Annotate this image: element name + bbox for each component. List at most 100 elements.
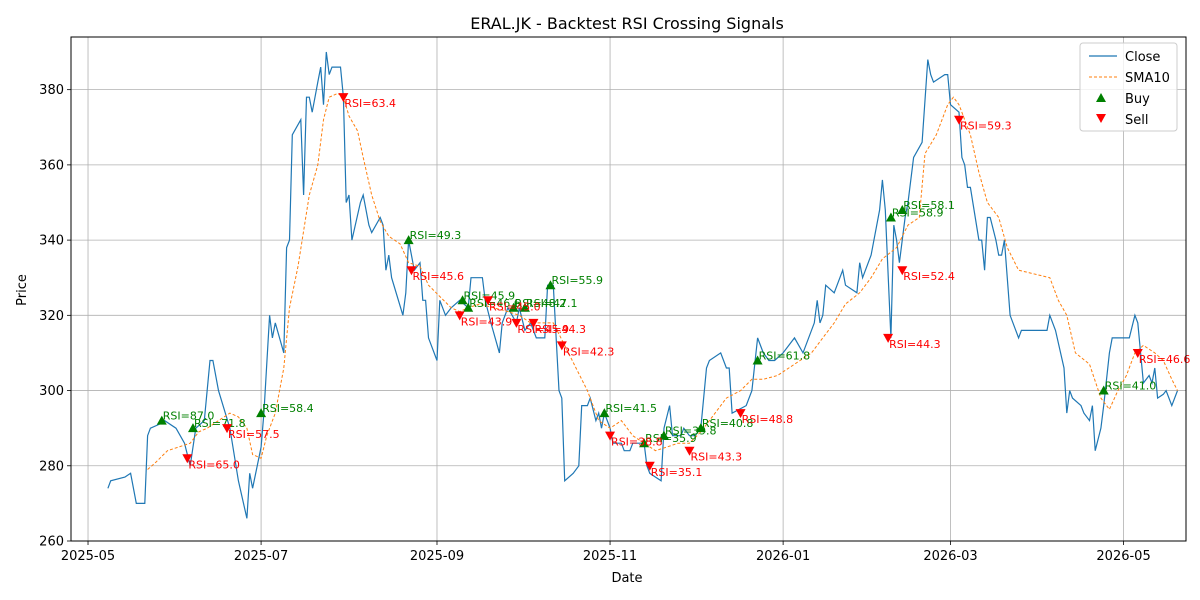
sell-rsi-label: RSI=46.6 [1139, 353, 1191, 366]
sell-rsi-label: RSI=43.3 [690, 451, 742, 464]
sell-rsi-label: RSI=63.4 [344, 97, 396, 110]
sell-rsi-label: RSI=38.8 [611, 436, 663, 449]
buy-marker [599, 408, 610, 418]
legend-close-label: Close [1125, 50, 1160, 65]
buy-marker [508, 302, 519, 312]
sell-rsi-label: RSI=52.4 [903, 270, 955, 283]
sell-rsi-label: RSI=45.9 [517, 323, 569, 336]
buy-rsi-label: RSI=48.2 [515, 297, 567, 310]
legend-buy-label: Buy [1125, 92, 1150, 107]
sell-marker [954, 115, 965, 125]
buy-rsi-label: RSI=71.8 [194, 417, 246, 430]
close-price-line [107, 51, 1179, 519]
buy-marker [463, 302, 474, 312]
buy-marker [752, 355, 763, 365]
sell-rsi-label: RSI=44.3 [534, 323, 586, 336]
x-tick-label: 2026-05 [1096, 549, 1150, 564]
buy-marker [156, 415, 167, 425]
x-tick-label: 2026-03 [923, 549, 977, 564]
buy-rsi-label: RSI=46.6 [469, 297, 521, 310]
sell-marker [1132, 348, 1143, 358]
buy-rsi-label: RSI=45.9 [464, 289, 516, 302]
buy-marker [695, 423, 706, 433]
y-tick-label: 260 [39, 535, 64, 550]
sell-marker [883, 333, 894, 343]
y-tick-label: 380 [39, 83, 64, 98]
buy-rsi-label: RSI=40.8 [702, 417, 754, 430]
sell-marker [605, 431, 616, 441]
sell-marker [528, 318, 539, 328]
buy-marker [658, 430, 669, 440]
buy-rsi-label: RSI=49.3 [410, 229, 462, 242]
sell-marker [735, 409, 746, 419]
sell-marker [454, 311, 465, 321]
buy-rsi-label: RSI=58.1 [903, 199, 955, 212]
buy-rsi-label: RSI=41.5 [605, 402, 657, 415]
sell-marker [644, 461, 655, 471]
x-tick-label: 2025-07 [234, 549, 288, 564]
sell-rsi-label: RSI=45.0 [489, 300, 541, 313]
legend: Close SMA10 Buy Sell [1079, 42, 1178, 132]
sell-rsi-label: RSI=35.1 [651, 466, 703, 479]
sell-marker [684, 446, 695, 456]
buy-rsi-label: RSI=47.1 [526, 297, 578, 310]
buy-rsi-label: RSI=87.0 [163, 410, 215, 423]
buy-marker [897, 205, 908, 215]
sell-rsi-label: RSI=45.6 [412, 270, 464, 283]
y-tick-label: 320 [39, 309, 64, 324]
buy-marker [403, 235, 414, 245]
legend-sma10-label: SMA10 [1125, 71, 1170, 86]
sell-marker [511, 318, 522, 328]
x-axis-ticks: 2025-05 2025-07 2025-09 2025-11 2026-01 2026-… [61, 541, 1151, 564]
buy-marker [519, 302, 530, 312]
sell-marker [556, 341, 567, 351]
buy-rsi-label: RSI=58.4 [262, 402, 314, 415]
buy-marker [1098, 385, 1109, 395]
legend-box [1079, 42, 1178, 132]
sell-rsi-label: RSI=44.3 [889, 338, 941, 351]
sell-rsi-label: RSI=65.0 [188, 458, 240, 471]
sell-rsi-label: RSI=43.9 [461, 315, 513, 328]
x-tick-label: 2025-05 [61, 549, 115, 564]
y-axis-ticks: 260 280 300 320 340 360 380 [39, 83, 71, 550]
legend-sell-marker [1096, 114, 1106, 123]
sell-marker [182, 454, 193, 464]
sell-marker [338, 93, 349, 103]
y-tick-label: 280 [39, 459, 64, 474]
sma10-line [147, 92, 1178, 470]
sell-rsi-label: RSI=48.8 [742, 413, 794, 426]
x-tick-label: 2025-09 [410, 549, 464, 564]
y-axis-title: Price [15, 274, 30, 306]
y-tick-label: 300 [39, 384, 64, 399]
sell-rsi-label: RSI=42.3 [563, 345, 615, 358]
buy-marker [187, 423, 198, 433]
buy-rsi-label: RSI=35.9 [645, 432, 697, 445]
x-axis-title: Date [611, 571, 642, 586]
buy-rsi-label: RSI=41.0 [1105, 380, 1157, 393]
buy-marker [256, 408, 267, 418]
legend-sell-label: Sell [1125, 113, 1148, 128]
chart-title: ERAL.JK - Backtest RSI Crossing Signals [470, 14, 784, 33]
x-tick-label: 2026-01 [756, 549, 810, 564]
sell-marker [406, 266, 417, 276]
sell-marker [222, 424, 233, 434]
legend-buy-marker [1096, 93, 1106, 102]
buy-rsi-label: RSI=39.8 [665, 425, 717, 438]
buy-rsi-label: RSI=55.9 [551, 274, 603, 287]
plot-frame [70, 36, 1187, 542]
sell-rsi-label: RSI=59.3 [960, 120, 1012, 133]
sell-rsi-label: RSI=57.5 [228, 428, 280, 441]
buy-marker [639, 438, 650, 448]
y-tick-label: 360 [39, 158, 64, 173]
buy-marker [457, 295, 468, 305]
sell-marker [483, 296, 494, 306]
x-tick-label: 2025-11 [583, 549, 637, 564]
buy-marker [885, 212, 896, 222]
buy-rsi-label: RSI=61.8 [759, 349, 811, 362]
y-tick-label: 340 [39, 234, 64, 249]
buy-marker [545, 280, 556, 290]
